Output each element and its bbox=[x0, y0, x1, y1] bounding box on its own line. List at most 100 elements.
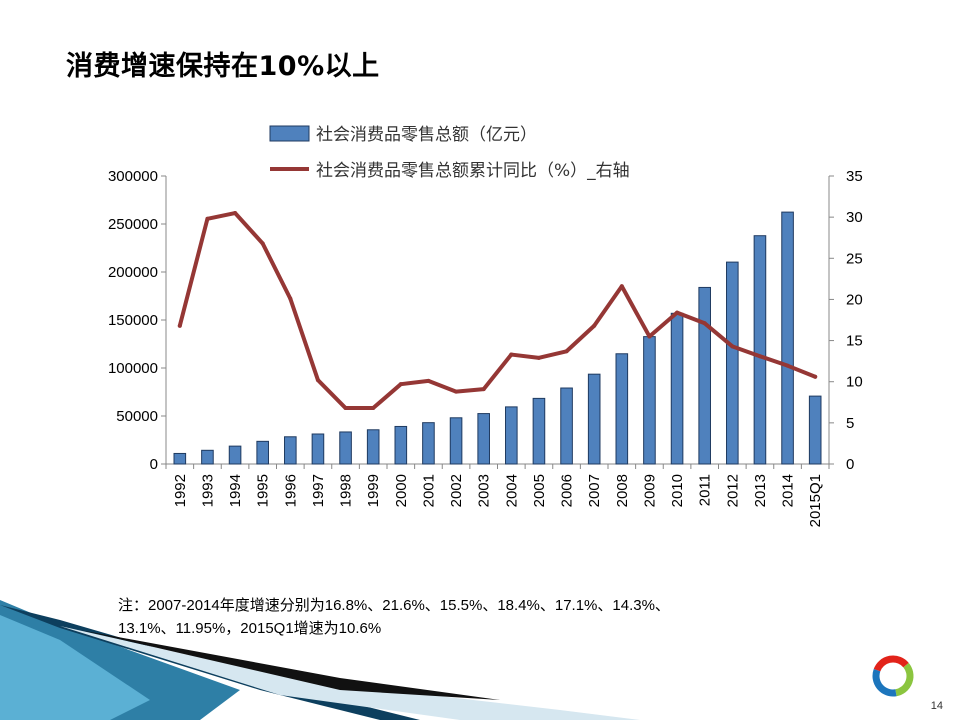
x-axis-labels: 1992 1993 1994 1995 1996 1997 1998 1999 2000 2001… bbox=[172, 474, 824, 527]
x-tick-label: 2002 bbox=[448, 474, 465, 507]
growth-point-1998 bbox=[343, 406, 348, 411]
growth-point-2009 bbox=[647, 334, 652, 339]
bar-1999 bbox=[366, 429, 380, 465]
x-tick-label: 2011 bbox=[697, 474, 714, 506]
legend-bar-label: 社会消费品零售总额（亿元） bbox=[316, 125, 537, 145]
x-tick-label: 2012 bbox=[724, 474, 741, 507]
y-right-tick-label: 20 bbox=[846, 291, 863, 308]
logo-arc bbox=[895, 662, 914, 697]
y-right-tick-label: 0 bbox=[846, 456, 854, 473]
x-tick-label: 1992 bbox=[172, 474, 189, 507]
x-tick-label: 1995 bbox=[255, 474, 272, 507]
page-number: 14 bbox=[930, 700, 943, 712]
slide-title: 消费增速保持在10%以上 bbox=[66, 51, 380, 82]
y-right-tick-label: 25 bbox=[846, 250, 863, 267]
growth-point-2015Q1 bbox=[813, 374, 818, 379]
x-tick-label: 2014 bbox=[780, 474, 797, 507]
x-tick-label: 2003 bbox=[476, 474, 493, 507]
growth-point-1996 bbox=[288, 296, 293, 301]
x-tick-label: 1998 bbox=[338, 474, 355, 507]
legend-bar-swatch bbox=[269, 125, 310, 142]
bar-2003 bbox=[477, 413, 490, 465]
growth-point-1997 bbox=[315, 378, 320, 383]
y-left-tick-label: 250000 bbox=[108, 216, 158, 233]
growth-point-2005 bbox=[536, 355, 541, 360]
bar-2014 bbox=[781, 211, 794, 465]
growth-point-1993 bbox=[205, 216, 210, 221]
growth-point-2000 bbox=[398, 382, 403, 387]
bar-2004 bbox=[505, 406, 518, 465]
bar-2013 bbox=[753, 235, 767, 465]
y-left-tick-label: 50000 bbox=[116, 408, 158, 425]
growth-point-2004 bbox=[509, 352, 514, 357]
growth-point-2013 bbox=[757, 354, 762, 359]
growth-point-2002 bbox=[454, 389, 459, 394]
company-logo bbox=[872, 655, 914, 697]
y-left-tick-label: 300000 bbox=[108, 168, 158, 185]
x-tick-label: 1993 bbox=[199, 474, 216, 507]
x-tick-label: 2001 bbox=[420, 474, 437, 507]
x-tick-label: 2009 bbox=[641, 474, 658, 507]
bar-2011 bbox=[698, 286, 711, 465]
y-right-tick-label: 15 bbox=[846, 333, 863, 350]
y-right-tick-label: 30 bbox=[846, 209, 863, 226]
line-series bbox=[177, 211, 818, 411]
growth-point-1992 bbox=[177, 323, 182, 328]
x-tick-label: 1994 bbox=[227, 474, 244, 507]
chart-axes: 0 50000 100000 150000 200000 250000 300000 0 5 10… bbox=[108, 168, 863, 473]
bar-1992 bbox=[173, 452, 187, 465]
growth-point-2003 bbox=[481, 387, 486, 392]
decorative-swoosh bbox=[0, 600, 640, 720]
x-tick-label: 2013 bbox=[752, 474, 769, 507]
x-tick-label: 2008 bbox=[614, 474, 631, 507]
growth-point-2007 bbox=[592, 323, 597, 328]
growth-point-2010 bbox=[675, 310, 680, 315]
growth-point-2014 bbox=[785, 363, 790, 368]
growth-point-2008 bbox=[619, 284, 624, 289]
y-left-tick-label: 0 bbox=[150, 456, 158, 473]
growth-point-2012 bbox=[730, 344, 735, 349]
chart-legend: 社会消费品零售总额（亿元） 社会消费品零售总额累计同比（%）_右轴 bbox=[269, 125, 630, 181]
legend-line-label: 社会消费品零售总额累计同比（%）_右轴 bbox=[316, 161, 630, 181]
y-right-tick-label: 10 bbox=[846, 374, 863, 391]
bar-2007 bbox=[587, 373, 601, 465]
bar-2008 bbox=[615, 353, 629, 465]
growth-point-2006 bbox=[564, 349, 569, 354]
y-right-tick-label: 5 bbox=[846, 415, 854, 432]
x-tick-label: 1999 bbox=[365, 474, 382, 507]
logo-arc bbox=[872, 668, 897, 697]
x-tick-label: 2010 bbox=[669, 474, 686, 507]
x-tick-label: 1996 bbox=[282, 474, 299, 507]
bar-1998 bbox=[339, 431, 352, 465]
note-line-1: 注：2007-2014年度增速分别为16.8%、21.6%、15.5%、18.4… bbox=[118, 597, 670, 614]
bar-2005 bbox=[532, 397, 546, 465]
growth-point-1999 bbox=[371, 406, 376, 411]
y-right-tick-label: 35 bbox=[846, 168, 863, 185]
x-tick-label: 2004 bbox=[503, 474, 520, 507]
y-left-tick-label: 100000 bbox=[108, 360, 158, 377]
y-left-tick-label: 200000 bbox=[108, 264, 158, 281]
growth-line bbox=[177, 211, 818, 411]
x-tick-label: 2000 bbox=[393, 474, 410, 507]
bar-1997 bbox=[311, 433, 325, 465]
bar-2002 bbox=[449, 417, 463, 465]
bar-2015Q1 bbox=[808, 395, 822, 465]
logo-arc bbox=[873, 655, 909, 672]
x-tick-label: 2007 bbox=[586, 474, 603, 507]
bar-series bbox=[173, 211, 822, 465]
x-tick-label: 2005 bbox=[531, 474, 548, 507]
growth-point-2011 bbox=[702, 321, 707, 326]
bar-1993 bbox=[201, 449, 214, 465]
bar-2010 bbox=[670, 312, 684, 465]
bar-2009 bbox=[643, 336, 656, 465]
growth-point-2001 bbox=[426, 378, 431, 383]
y-left-tick-label: 150000 bbox=[108, 312, 158, 329]
bar-2012 bbox=[726, 261, 739, 465]
growth-point-1994 bbox=[233, 211, 238, 216]
bar-2000 bbox=[394, 425, 408, 465]
chart-note: 注：2007-2014年度增速分别为16.8%、21.6%、15.5%、18.4… bbox=[118, 594, 818, 640]
growth-point-1995 bbox=[260, 241, 265, 246]
note-line-2: 13.1%、11.95%，2015Q1增速为10.6% bbox=[118, 620, 382, 637]
bar-2001 bbox=[422, 422, 435, 465]
